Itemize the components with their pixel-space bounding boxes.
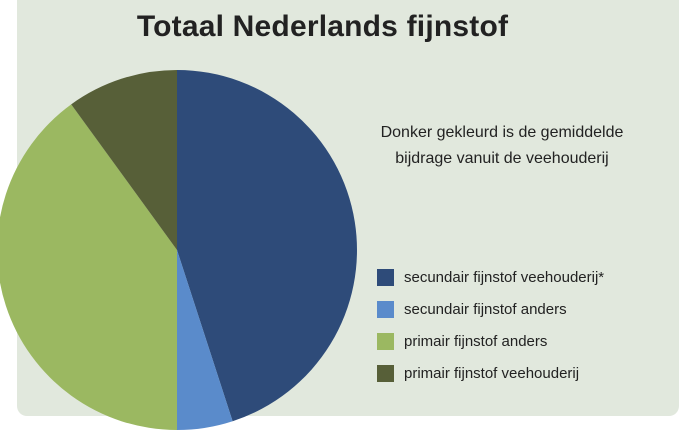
- pie-slice: [71, 70, 177, 250]
- legend-label: primair fijnstof veehouderij: [404, 364, 580, 382]
- legend-item: primair fijnstof veehouderij: [377, 364, 604, 382]
- legend-item: secundair fijnstof veehouderij*: [377, 268, 604, 286]
- pie-slice: [0, 104, 177, 430]
- legend-swatch: [377, 268, 394, 286]
- legend-swatch: [377, 332, 394, 350]
- pie-slice: [177, 250, 233, 430]
- legend-item: secundair fijnstof anders: [377, 300, 604, 318]
- legend-label: secundair fijnstof anders: [404, 300, 567, 318]
- chart-title: Totaal Nederlands fijnstof: [136, 10, 509, 43]
- legend-label: primair fijnstof anders: [404, 332, 548, 350]
- legend-swatch: [377, 300, 394, 318]
- legend-item: primair fijnstof anders: [377, 332, 604, 350]
- legend-label: secundair fijnstof veehouderij*: [404, 268, 605, 286]
- legend: secundair fijnstof veehouderij* secundai…: [377, 268, 604, 396]
- chart-annotation: Donker gekleurd is de gemiddelde bijdrag…: [380, 124, 624, 167]
- legend-swatch: [377, 364, 394, 382]
- pie-slice: [177, 70, 357, 422]
